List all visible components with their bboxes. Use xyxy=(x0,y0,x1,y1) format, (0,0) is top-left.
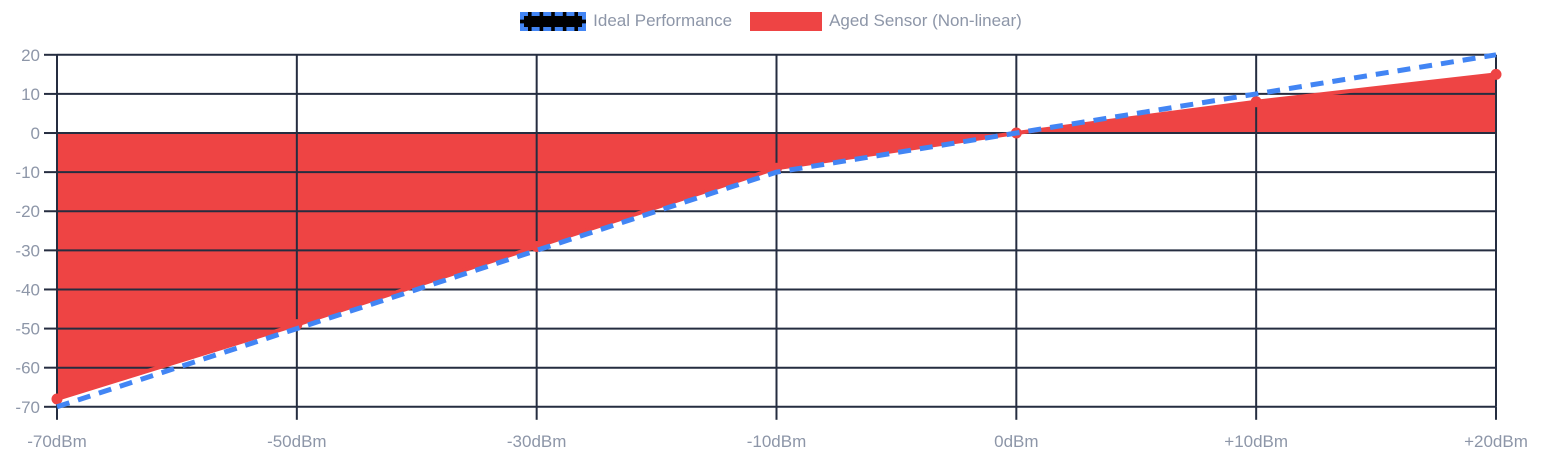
legend-label-aged-sensor: Aged Sensor (Non-linear) xyxy=(829,11,1022,30)
y-tick-label: -30 xyxy=(15,241,40,260)
legend-label-ideal-performance: Ideal Performance xyxy=(593,11,733,30)
y-tick-label: 20 xyxy=(21,46,40,65)
aged-sensor-point xyxy=(1490,68,1502,80)
x-tick-label: -30dBm xyxy=(507,432,567,451)
x-tick-label: -10dBm xyxy=(747,432,807,451)
aged-sensor-point xyxy=(1250,96,1262,108)
ideal-performance-line xyxy=(56,52,1497,410)
aged-sensor-point xyxy=(51,393,63,405)
y-tick-label: -10 xyxy=(15,163,40,182)
y-tick-label: -40 xyxy=(15,280,40,299)
aged-sensor-swatch xyxy=(750,11,823,31)
ideal-performance-swatch xyxy=(520,11,587,31)
x-tick-label: -70dBm xyxy=(27,432,87,451)
y-tick-label: -50 xyxy=(15,320,40,339)
y-tick-label: -70 xyxy=(15,398,40,417)
aged-sensor-area xyxy=(57,74,1496,399)
y-tick-label: 0 xyxy=(31,124,40,143)
x-tick-label: -50dBm xyxy=(267,432,327,451)
legend-item-aged-sensor[interactable]: Aged Sensor (Non-linear) xyxy=(750,11,1022,31)
x-tick-label: +10dBm xyxy=(1224,432,1288,451)
chart-legend: Ideal Performance Aged Sensor (Non-linea… xyxy=(0,11,1542,31)
y-tick-label: -20 xyxy=(15,202,40,221)
x-tick-label: 0dBm xyxy=(994,432,1038,451)
y-tick-label: -60 xyxy=(15,359,40,378)
y-tick-label: 10 xyxy=(21,85,40,104)
x-tick-label: +20dBm xyxy=(1464,432,1528,451)
legend-item-ideal-performance[interactable]: Ideal Performance xyxy=(520,11,732,31)
